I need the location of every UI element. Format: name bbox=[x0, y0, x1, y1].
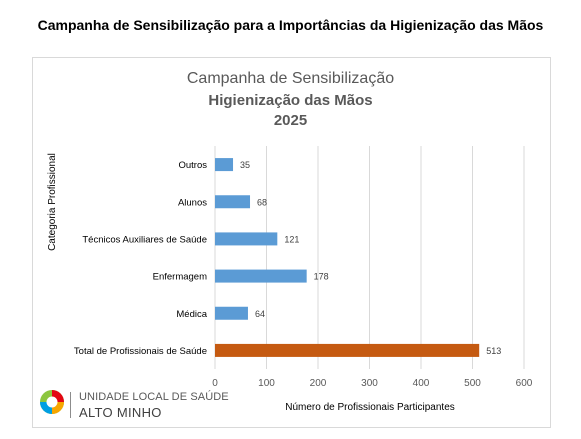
y-category-label: Alunos bbox=[178, 197, 207, 208]
chart-title-line2: Higienização das Mãos bbox=[208, 92, 373, 109]
bar bbox=[215, 158, 234, 172]
chart-container bbox=[32, 57, 551, 428]
bar bbox=[215, 232, 278, 246]
x-tick-label: 200 bbox=[310, 378, 327, 389]
bar-value-label: 513 bbox=[486, 346, 501, 356]
y-category-label: Total de Profissionais de Saúde bbox=[74, 346, 207, 357]
y-category-label: Enfermagem bbox=[153, 272, 207, 283]
x-tick-label: 100 bbox=[258, 378, 275, 389]
bar bbox=[215, 195, 251, 209]
bar-value-label: 68 bbox=[257, 197, 267, 207]
logo-divider bbox=[70, 392, 71, 418]
x-tick-label: 600 bbox=[516, 378, 533, 389]
bar-value-label: 178 bbox=[314, 272, 329, 282]
bar-value-label: 35 bbox=[240, 160, 250, 170]
logo-text-line2: ALTO MINHO bbox=[79, 405, 162, 420]
y-category-label: Médica bbox=[176, 309, 207, 320]
y-category-label: Outros bbox=[178, 160, 207, 171]
x-tick-label: 0 bbox=[212, 378, 218, 389]
bar bbox=[215, 343, 480, 357]
grid-lines bbox=[214, 146, 525, 369]
x-tick-label: 500 bbox=[464, 378, 481, 389]
bar-value-label: 121 bbox=[284, 234, 299, 244]
x-tick-label: 400 bbox=[413, 378, 430, 389]
chart-title-line3: 2025 bbox=[273, 112, 308, 129]
y-category-label: Técnicos Auxiliares de Saúde bbox=[82, 234, 207, 245]
bars bbox=[215, 158, 480, 357]
x-axis-label: Número de Profissionais Participantes bbox=[285, 402, 455, 413]
page-title: Campanha de Sensibilização para a Import… bbox=[37, 17, 544, 33]
logo-text-line1: UNIDADE LOCAL DE SAÚDE bbox=[79, 391, 229, 403]
bar bbox=[215, 269, 307, 283]
uls-logo-icon bbox=[39, 389, 65, 420]
bar-value-label: 64 bbox=[255, 309, 265, 319]
bar bbox=[215, 306, 248, 320]
labels: 0 100 200 300 400 500 600 Outros 35 Alunos 68 Técni… bbox=[74, 160, 533, 389]
chart-title-line1: Campanha de Sensibilização bbox=[186, 70, 395, 87]
x-tick-label: 300 bbox=[361, 378, 378, 389]
